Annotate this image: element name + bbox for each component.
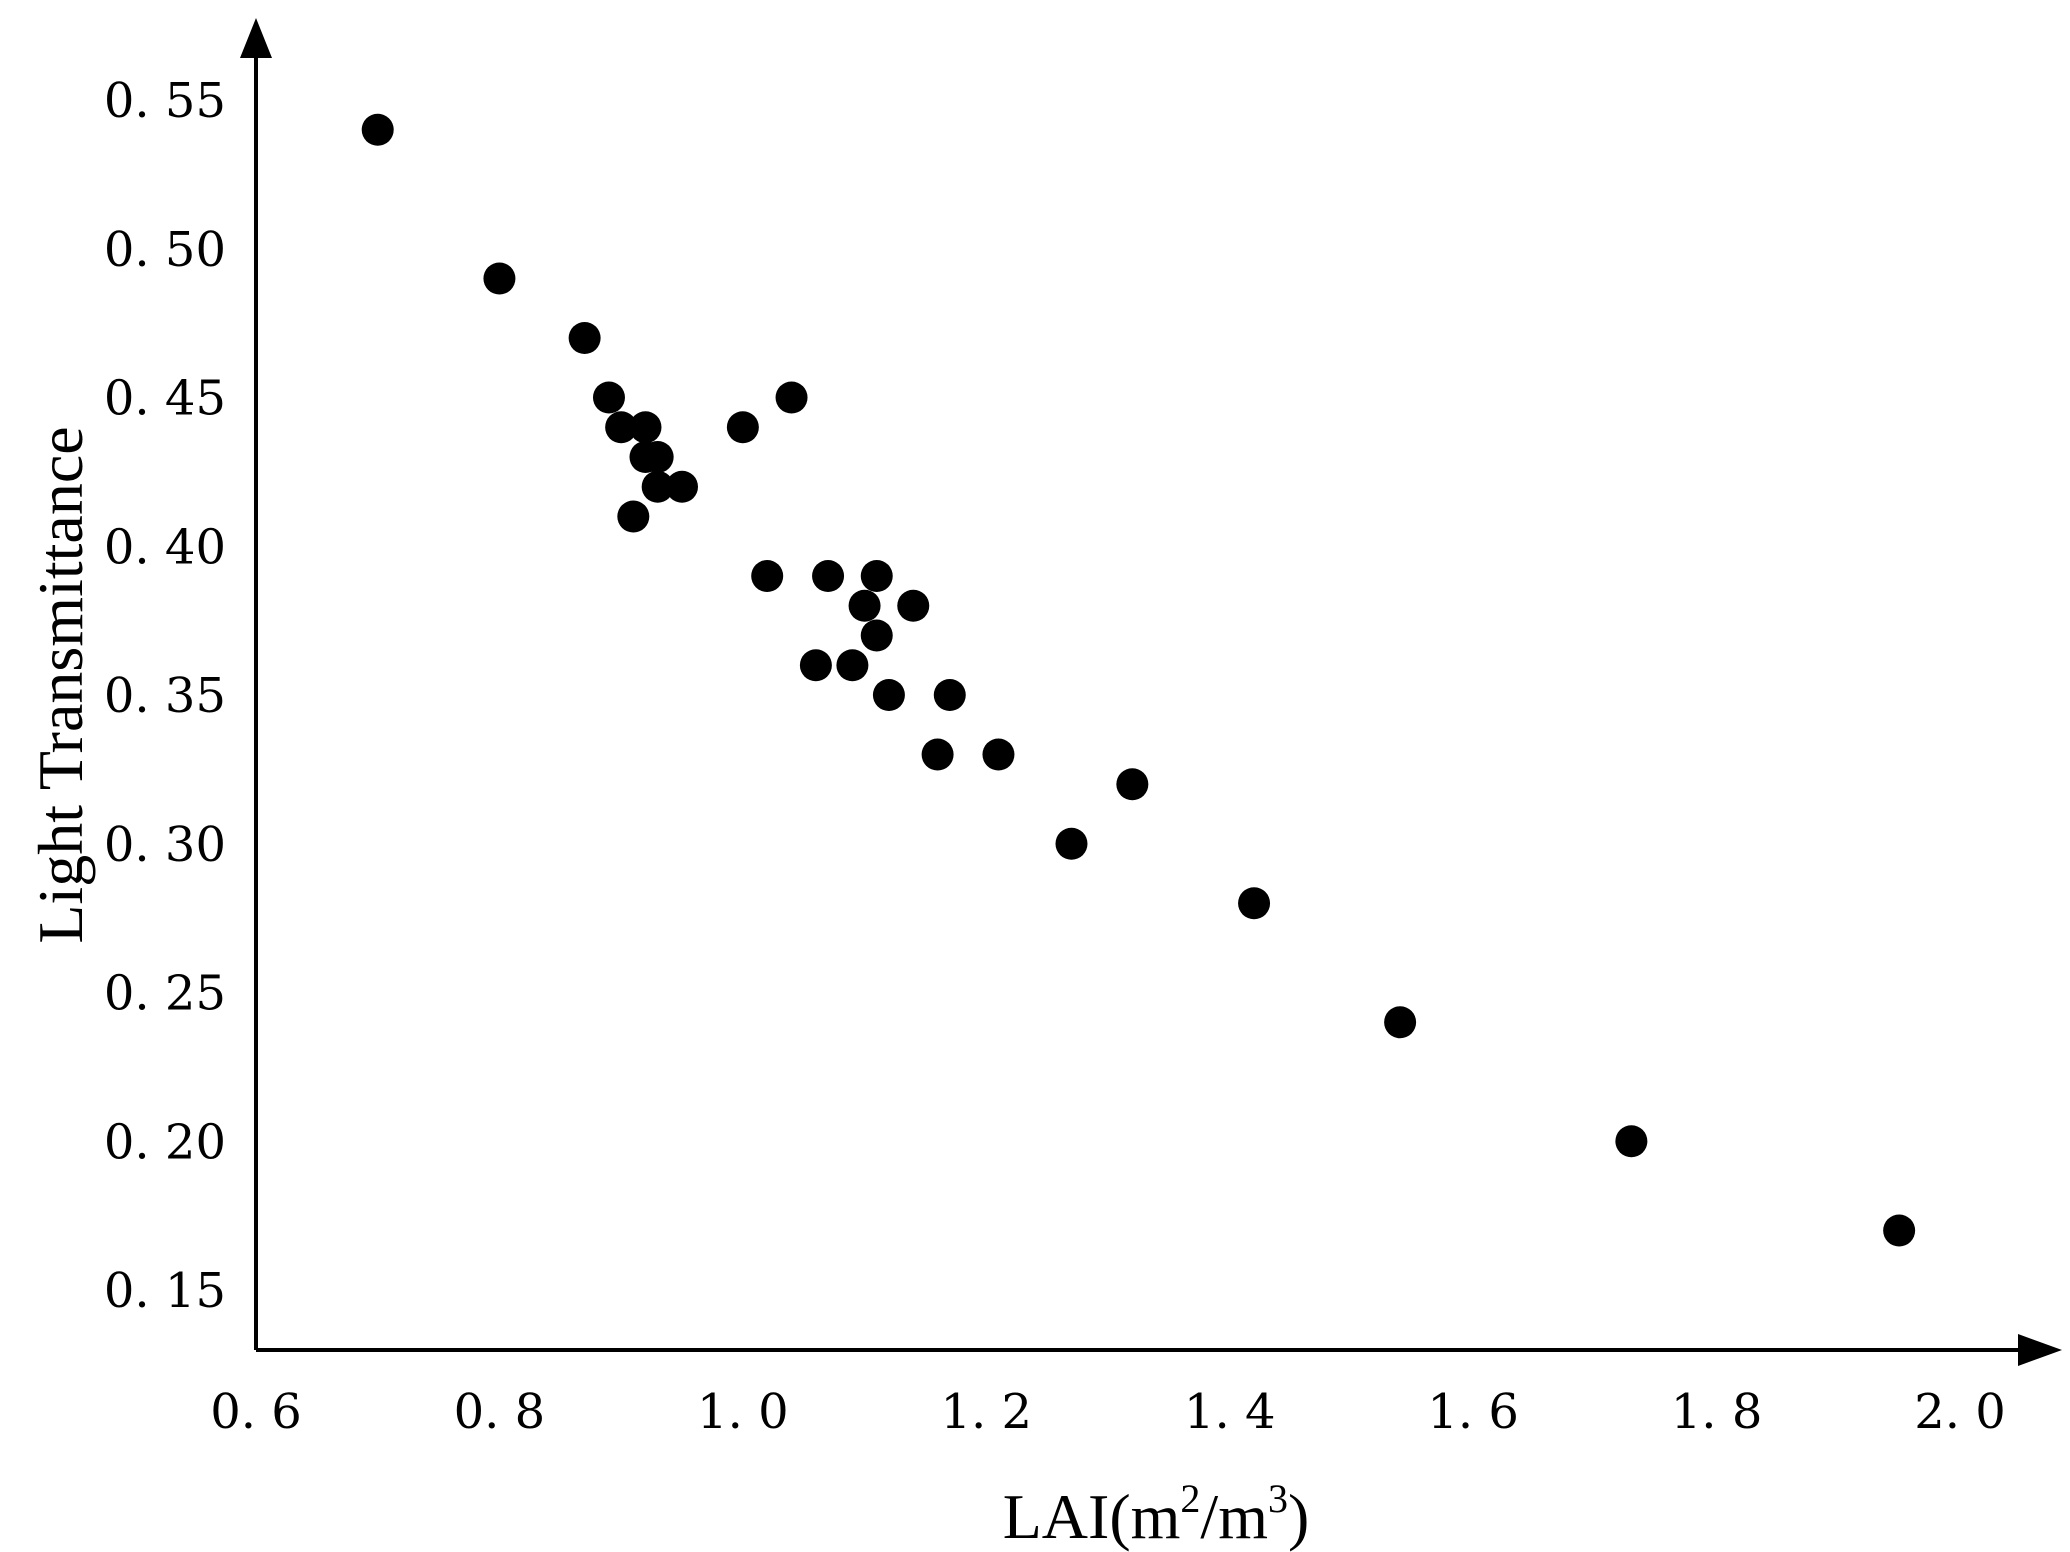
data-point: [1055, 827, 1088, 860]
data-point: [483, 262, 516, 295]
y-tick-label: 0. 50: [104, 222, 226, 278]
y-axis-title: Light Transmittance: [25, 426, 96, 943]
data-point: [1883, 1214, 1916, 1247]
data-point: [592, 381, 625, 414]
x-tick-label: 1. 0: [697, 1384, 789, 1440]
y-tick-labels: 0. 15 0. 20 0. 25 0. 30 0. 35 0. 40 0. 45 0. 50…: [104, 73, 226, 1319]
data-point: [799, 649, 832, 682]
data-point: [860, 560, 893, 592]
data-point: [897, 589, 930, 622]
data-point: [568, 322, 601, 354]
data-point: [812, 560, 845, 592]
y-tick-label: 0. 40: [104, 519, 226, 575]
axes: [240, 18, 2062, 1366]
data-point: [1116, 768, 1149, 801]
data-point: [629, 411, 662, 444]
data-point: [361, 113, 394, 146]
y-tick-label: 0. 35: [104, 668, 226, 724]
data-point: [1615, 1125, 1648, 1158]
data-point: [751, 560, 784, 592]
data-point: [933, 679, 966, 711]
x-tick-label: 1. 2: [940, 1384, 1032, 1440]
data-point: [666, 470, 698, 503]
y-tick-label: 0. 15: [104, 1263, 226, 1319]
x-tick-labels: 0. 6 0. 8 1. 0 1. 2 1. 4 1. 6 1. 8 2. 0: [210, 1384, 2006, 1440]
y-axis-arrow: [240, 18, 272, 58]
data-point: [848, 589, 881, 622]
data-point: [860, 619, 893, 652]
data-point: [775, 381, 808, 414]
x-tick-label: 1. 8: [1671, 1384, 1763, 1440]
data-point: [1238, 887, 1271, 920]
y-tick-label: 0. 20: [104, 1114, 226, 1170]
y-tick-label: 0. 25: [104, 966, 226, 1022]
data-point: [605, 411, 638, 444]
data-points: [361, 113, 1916, 1247]
y-tick-label: 0. 45: [104, 371, 226, 427]
data-point: [726, 411, 759, 444]
data-point: [641, 470, 674, 503]
data-point: [1384, 1006, 1417, 1039]
x-axis-title: LAI(m2/m3): [1003, 1476, 1310, 1552]
x-tick-label: 2. 0: [1914, 1384, 2006, 1440]
data-point: [641, 441, 674, 473]
data-point: [921, 738, 954, 771]
x-axis-arrow: [2018, 1334, 2062, 1366]
x-tick-label: 0. 6: [210, 1384, 302, 1440]
x-tick-label: 1. 6: [1427, 1384, 1519, 1440]
x-tick-label: 1. 4: [1184, 1384, 1276, 1440]
data-point: [872, 679, 905, 711]
x-tick-label: 0. 8: [454, 1384, 546, 1440]
y-tick-label: 0. 30: [104, 817, 226, 873]
data-point: [617, 500, 650, 533]
data-point: [982, 738, 1015, 771]
data-point: [836, 649, 869, 682]
y-tick-label: 0. 55: [104, 73, 226, 129]
